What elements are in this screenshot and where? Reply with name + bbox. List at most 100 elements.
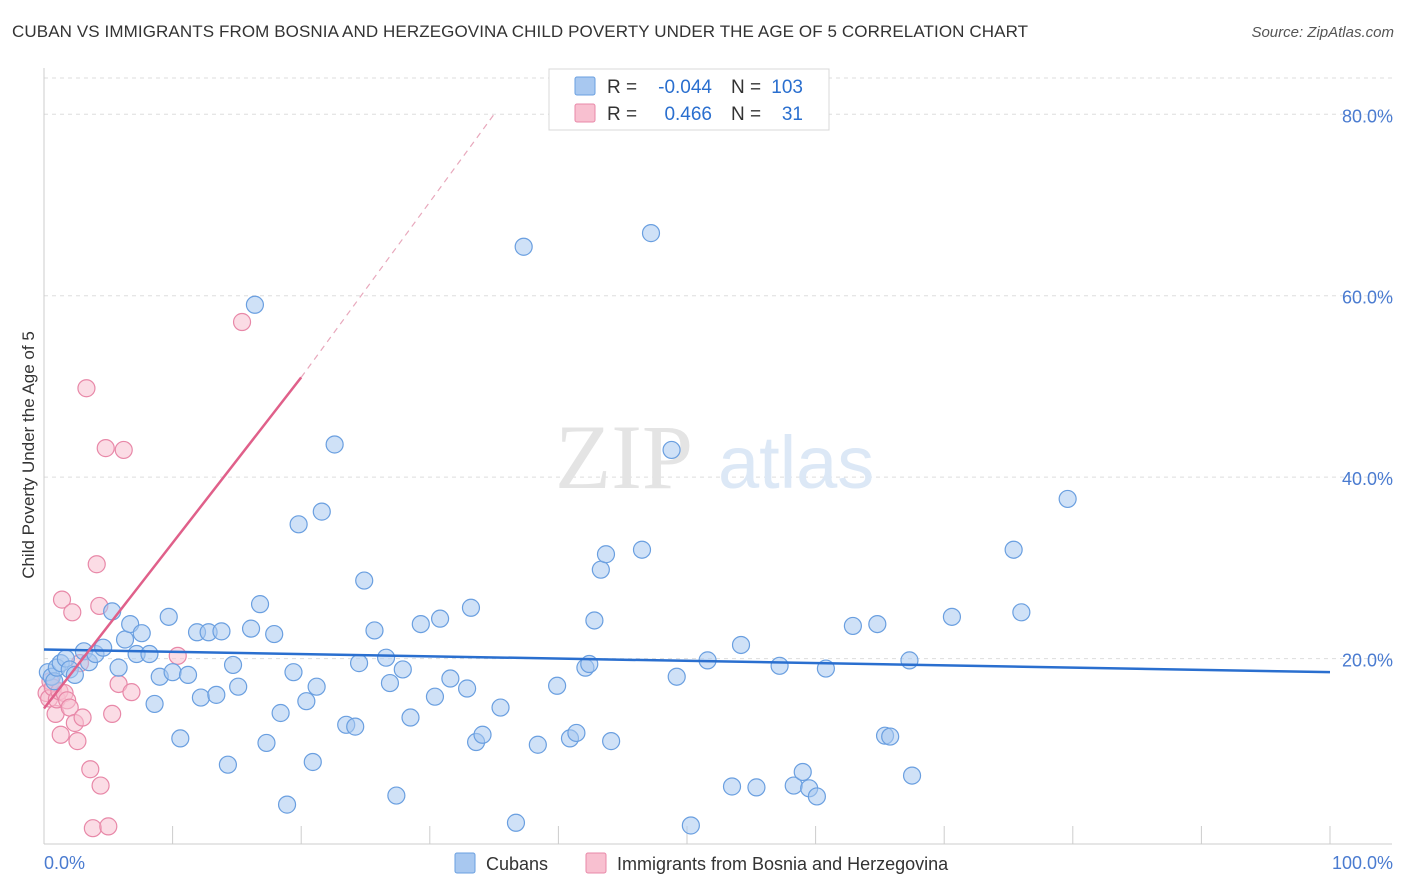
y-tick-label: 60.0%	[1342, 288, 1393, 308]
cubans-point	[942, 607, 962, 626]
cubans-point	[807, 787, 826, 806]
gridlines	[44, 77, 1392, 660]
cubans-point	[548, 676, 567, 695]
cubans-point	[223, 655, 243, 675]
cubans-point	[355, 571, 374, 590]
cubans-point	[277, 795, 297, 814]
cubans-point	[602, 732, 621, 751]
cubans-point	[171, 729, 190, 748]
bosnia-point	[232, 312, 252, 332]
cubans-point	[376, 648, 396, 667]
cubans-point	[632, 540, 652, 559]
x-tick-labels: 0.0% 100.0%	[44, 853, 1393, 873]
cubans-point	[585, 611, 604, 630]
legend-n-label-cubans: N =	[731, 77, 761, 98]
cubans-point	[461, 598, 481, 617]
cubans-point	[900, 651, 919, 670]
bosnia-point	[87, 555, 106, 574]
cubans-point	[229, 677, 248, 696]
cubans-point	[207, 685, 226, 704]
bosnia-point	[103, 704, 122, 724]
bosnia-point	[122, 683, 141, 702]
series-legend: Cubans Immigrants from Bosnia and Herzeg…	[454, 852, 949, 874]
cubans-point	[303, 752, 322, 772]
cubans-point	[681, 816, 700, 835]
bottom-legend-swatch-bosnia	[585, 852, 607, 874]
legend-r-value-cubans: -0.044	[658, 77, 712, 98]
cubans-point	[307, 677, 326, 696]
cubans-point	[591, 560, 610, 579]
cubans-point	[257, 733, 276, 753]
cubans-point	[662, 440, 681, 460]
y-tick-label: 20.0%	[1342, 651, 1393, 671]
cubans-point	[140, 644, 159, 664]
bosnia-point	[83, 819, 102, 838]
legend-n-value-cubans: 103	[771, 77, 803, 98]
cubans-point	[491, 698, 510, 717]
cubans-point	[109, 658, 128, 677]
cubans-point	[393, 660, 412, 679]
cubans-point	[289, 515, 308, 534]
bosnia-point	[168, 646, 187, 665]
bottom-legend-label-bosnia: Immigrants from Bosnia and Herzegovina	[617, 854, 949, 874]
cubans-point	[132, 624, 151, 643]
cubans-point	[770, 656, 789, 675]
y-axis-label: Child Poverty Under the Age of 5	[19, 331, 38, 579]
bosnia-point	[68, 732, 87, 751]
cubans-point	[667, 667, 686, 686]
legend-r-label-cubans: R =	[607, 77, 637, 98]
series-cubans-points	[38, 224, 1077, 835]
cubans-trend-line	[43, 648, 1331, 674]
cubans-point	[212, 622, 231, 641]
x-tick-label-max: 100.0%	[1332, 853, 1393, 873]
cubans-point	[567, 723, 586, 743]
bosnia-trend-extension	[300, 113, 495, 378]
cubans-point	[178, 665, 198, 685]
cubans-point	[881, 727, 900, 746]
cubans-point	[365, 621, 384, 640]
cubans-point	[1058, 489, 1077, 509]
cubans-point	[722, 777, 742, 796]
cubans-point	[902, 766, 922, 785]
cubans-point	[145, 694, 164, 714]
axes	[43, 68, 1392, 845]
cubans-point	[473, 725, 492, 744]
cubans-point	[793, 762, 812, 782]
cubans-point	[641, 224, 661, 243]
cubans-point	[411, 614, 430, 634]
cubans-point	[731, 635, 751, 655]
bosnia-point	[51, 725, 70, 744]
bosnia-point	[114, 440, 133, 460]
cubans-point	[325, 435, 344, 454]
bosnia-point	[81, 760, 100, 779]
cubans-point	[528, 735, 547, 754]
cubans-point	[425, 687, 445, 706]
y-tick-labels: 20.0% 40.0% 60.0% 80.0%	[1342, 106, 1393, 670]
stats-legend: R = -0.044 N = 103 R = 0.466 N = 31	[548, 68, 830, 131]
cubans-point	[441, 669, 460, 688]
watermark: ZIP atlas	[555, 406, 874, 508]
cubans-point	[346, 717, 365, 736]
legend-swatch-cubans	[574, 76, 596, 96]
cubans-point	[265, 624, 284, 644]
cubans-point	[349, 654, 369, 673]
cubans-point	[868, 614, 887, 634]
cubans-point	[596, 545, 616, 564]
bottom-legend-label-cubans: Cubans	[486, 854, 548, 874]
watermark-atlas: atlas	[718, 421, 874, 504]
legend-swatch-bosnia	[574, 103, 596, 123]
cubans-point	[312, 502, 331, 521]
cubans-point	[297, 692, 316, 711]
cubans-point	[506, 813, 526, 832]
cubans-point	[65, 665, 84, 685]
legend-n-value-bosnia: 31	[782, 104, 803, 125]
cubans-point	[245, 295, 265, 314]
bosnia-trend-line	[43, 376, 303, 710]
legend-n-label-bosnia: N =	[731, 104, 761, 125]
cubans-point	[387, 786, 406, 805]
cubans-point	[430, 609, 450, 628]
legend-r-label-bosnia: R =	[607, 104, 637, 125]
cubans-point	[94, 638, 113, 657]
cubans-point	[843, 616, 862, 636]
cubans-point	[250, 595, 270, 614]
